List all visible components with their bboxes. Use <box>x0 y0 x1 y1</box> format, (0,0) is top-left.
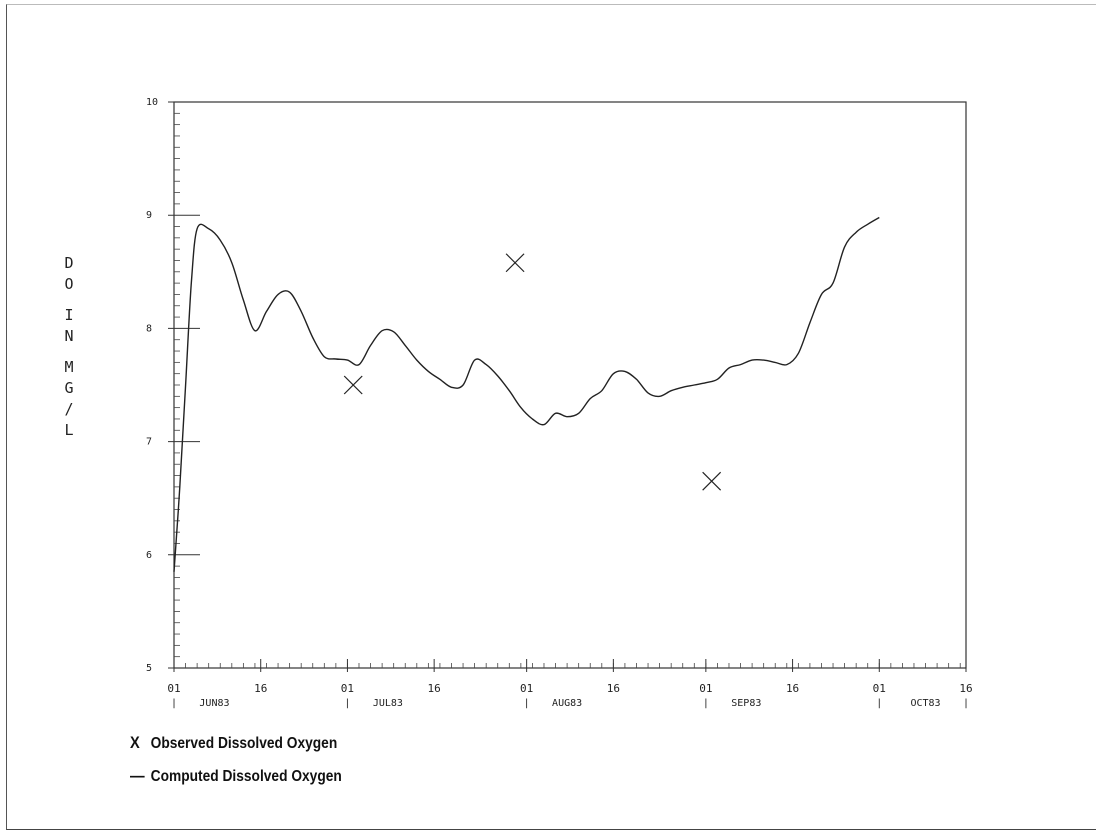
y-axis-label-char: G <box>64 379 74 397</box>
x-tick-bar: | <box>876 698 882 709</box>
observed-point <box>343 375 363 395</box>
y-axis-label-char: / <box>64 400 74 418</box>
x-tick-bar: | <box>963 698 969 709</box>
page-frame <box>6 4 1096 830</box>
observed-point <box>702 471 722 491</box>
y-tick-label: 8 <box>146 323 152 334</box>
legend-observed: X Observed Dissolved Oxygen <box>130 733 337 753</box>
month-label: OCT83 <box>910 698 940 709</box>
x-tick-label: 16 <box>959 682 972 695</box>
legend-computed-label: Computed Dissolved Oxygen <box>150 768 342 785</box>
month-label: JUN83 <box>199 698 229 709</box>
legend-observed-label: Observed Dissolved Oxygen <box>150 735 338 752</box>
legend-computed-symbol: — <box>130 766 145 785</box>
x-tick-bar: | <box>703 698 709 709</box>
month-label: SEP83 <box>731 698 761 709</box>
x-tick-label: 01 <box>520 682 533 695</box>
plot-area-frame <box>173 101 967 669</box>
month-label: AUG83 <box>552 698 582 709</box>
observed-point-stroke <box>702 471 722 491</box>
y-axis-label-char: M <box>64 358 74 376</box>
x-tick-label: 16 <box>254 682 267 695</box>
y-tick-label: 7 <box>146 437 152 448</box>
observed-point-stroke <box>505 253 525 273</box>
y-tick-labels: 5 6 7 8 9 10 <box>146 97 158 674</box>
y-tick-label: 9 <box>146 210 152 221</box>
x-tick-labels: 01 | 16 01 | 16 01 | 16 01 | 16 01 | 16 | JUN83 JUL83 AUG8… <box>167 682 972 709</box>
y-axis-label-char: D <box>64 254 74 272</box>
observed-do-markers <box>343 253 722 491</box>
observed-point <box>505 253 525 273</box>
x-tick-label: 01 <box>873 682 886 695</box>
y-tick-label: 10 <box>146 97 158 108</box>
observed-point-stroke <box>343 375 363 395</box>
x-tick-label: 01 <box>167 682 180 695</box>
legend-observed-symbol: X <box>130 733 140 752</box>
x-tick-bar: | <box>524 698 530 709</box>
month-label: JUL83 <box>373 698 403 709</box>
y-tick-label: 5 <box>146 663 152 674</box>
y-axis-label-char: O <box>64 275 74 293</box>
x-tick-label: 16 <box>428 682 441 695</box>
x-tick-bar: | <box>344 698 350 709</box>
y-tick-label: 6 <box>146 550 152 561</box>
x-tick-bar: | <box>171 698 177 709</box>
y-axis-label-char: I <box>64 306 74 324</box>
x-tick-label: 16 <box>786 682 799 695</box>
y-axis-label-char: L <box>64 421 74 439</box>
x-tick-label: 01 <box>699 682 712 695</box>
x-tick-label: 16 <box>607 682 620 695</box>
computed-do-series-line <box>173 216 880 572</box>
y-axis-label-char: N <box>64 327 74 345</box>
tick-marks <box>168 101 967 672</box>
x-tick-label: 01 <box>341 682 354 695</box>
legend-computed: — Computed Dissolved Oxygen <box>130 766 342 786</box>
